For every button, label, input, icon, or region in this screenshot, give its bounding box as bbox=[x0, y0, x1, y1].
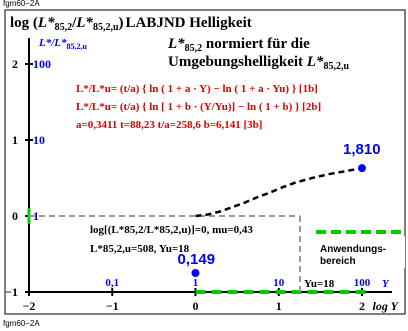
title-close: ) bbox=[119, 15, 124, 31]
title-L1: L* bbox=[37, 15, 55, 31]
subtitle-line3: Umgebungshelligkeit L*85,2,u bbox=[168, 54, 349, 72]
x-tick-label: 0 bbox=[193, 299, 199, 313]
x-tick-label: 2 bbox=[359, 299, 365, 313]
title-log: log ( bbox=[10, 15, 38, 31]
data-point-low bbox=[191, 269, 200, 277]
y-secondary-tick-label: 10 bbox=[33, 133, 45, 147]
x-secondary-tick-label: 10 bbox=[273, 277, 285, 289]
point-label-low: 0,149 bbox=[178, 251, 216, 268]
legend-label-1: Anwendungs- bbox=[320, 244, 386, 255]
annotation-L: L*85,2,u=508, Yu=18 bbox=[90, 243, 190, 255]
curve-line bbox=[195, 166, 363, 218]
point-label-high: 1,810 bbox=[343, 141, 381, 158]
title-sub1: 85,2 bbox=[55, 22, 73, 33]
x-secondary-unit: Y bbox=[382, 278, 390, 290]
legend-box bbox=[312, 236, 405, 268]
figure-id-top: fgm60−2A bbox=[3, 0, 40, 8]
formula-params: a=0,3411 t=88,23 t/a=258,6 b=6,141 [3b] bbox=[76, 119, 262, 131]
y-secondary-tick-label: 1 bbox=[33, 209, 39, 223]
chart-title: log (L*85,2/L*85,2,u) LABJND Helligkeit bbox=[10, 15, 252, 33]
title-name: LABJND Helligkeit bbox=[126, 15, 252, 31]
x-secondary-tick-label: 100 bbox=[354, 277, 371, 289]
y-secondary-tick-label: 100 bbox=[33, 57, 51, 71]
x-axis-label: log Y bbox=[373, 299, 400, 313]
x-secondary-tick-label: 0,1 bbox=[105, 277, 119, 289]
axes: −1 0 1 2 1 10 100 −2 −1 0 1 2 log Y 0,1 1 10 100 Y 1,810 0,… bbox=[5, 38, 400, 313]
yu-label: Yu=18 bbox=[304, 278, 335, 290]
x-tick-label: 1 bbox=[276, 299, 282, 313]
x-tick-label: −2 bbox=[23, 299, 36, 313]
y-tick-label: −1 bbox=[5, 285, 18, 299]
y-tick-label: 1 bbox=[12, 133, 18, 147]
title-sub2: 85,2,u bbox=[93, 22, 119, 33]
title-slash: / bbox=[71, 15, 77, 31]
annotation-log: log[(L*85,2/L*85,2,u)]=0, mu=0,43 bbox=[90, 224, 253, 236]
figure-id-bottom: fgm60−2A bbox=[3, 319, 40, 328]
formula-2: L*/L*u= (t/a) { ln [ 1 + b · (Y/Yu)] − l… bbox=[76, 101, 321, 113]
subtitle-line2: L*85,2 normiert für die bbox=[167, 36, 310, 54]
x-secondary-tick-label: 1 bbox=[193, 277, 199, 289]
data-point-high bbox=[358, 164, 366, 173]
y-tick-label: 2 bbox=[12, 57, 18, 71]
legend-label-2: bereich bbox=[320, 256, 356, 267]
y-tick-label: 0 bbox=[12, 209, 18, 223]
formula-1: L*/L*u= (t/a) { ln ( 1 + a · Y) − ln ( 1… bbox=[76, 83, 318, 95]
secondary-axis-label: L*/L*85,2,u bbox=[38, 37, 88, 51]
title-L2: L* bbox=[75, 15, 93, 31]
x-tick-label: −1 bbox=[106, 299, 119, 313]
